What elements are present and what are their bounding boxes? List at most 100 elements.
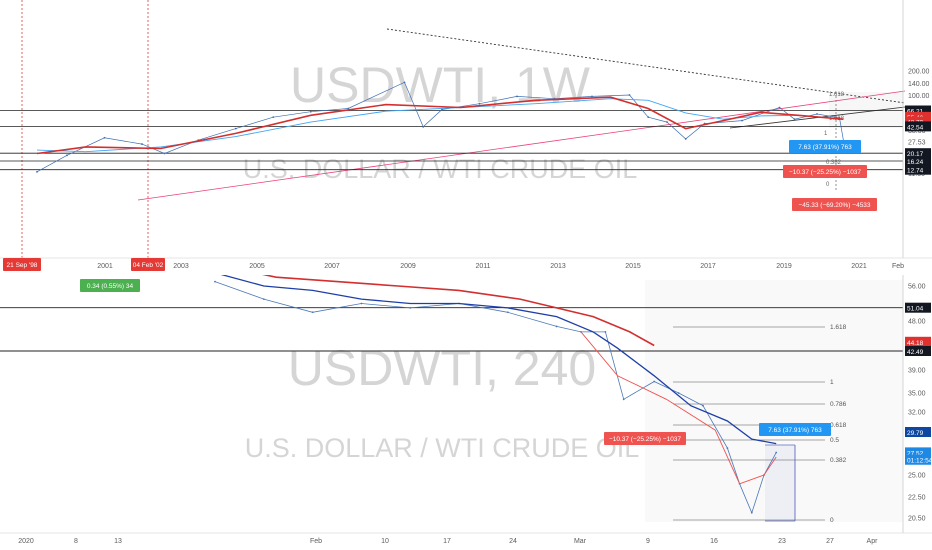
bottom-axis-tick-2: 39.00 [908, 368, 926, 375]
bottom-axis-tick-7: 20.50 [908, 516, 926, 523]
bottom-date-tick-7: Mar [574, 538, 587, 545]
top-point-11 [422, 125, 425, 128]
top-axis-tick-4: 38.00 [908, 128, 926, 135]
bottom-point-13 [702, 404, 704, 407]
bottom-date-tick-1: 8 [74, 538, 78, 545]
top-point-10 [403, 81, 406, 84]
bottom-point-0 [214, 280, 216, 283]
bottom-date-tick-12: Apr [867, 538, 879, 545]
top-point-16 [591, 95, 593, 98]
bottom-fib-label-0: 1.618 [830, 324, 847, 331]
date-marker-1: 04 Feb '02 [133, 262, 164, 269]
bottom-date-tick-8: 9 [646, 538, 650, 545]
top-point-2 [103, 136, 106, 139]
bottom-point-14 [726, 447, 729, 449]
bottom-date-tick-3: Feb [310, 538, 322, 545]
top-point-7 [272, 116, 275, 119]
bottom-price-tag-0: 51.04 [907, 306, 924, 313]
bottom-point-4 [409, 306, 412, 309]
top-point-4 [163, 152, 166, 155]
top-annotation-0-bg [789, 140, 861, 153]
top-price-tag-6-bg [905, 164, 931, 175]
top-point-14 [516, 95, 518, 98]
top-price-tag-6: 12.74 [907, 168, 924, 175]
bottom-point-10 [622, 398, 625, 401]
bottom-date-tick-10: 23 [778, 538, 786, 545]
bottom-point-1 [262, 298, 265, 301]
ascending-trendline [137, 90, 906, 201]
bottom-fib-label-3: 0.618 [830, 422, 847, 429]
top-date-tick-7: 2015 [625, 263, 641, 270]
top-date-tick-1: 2003 [173, 263, 189, 270]
top-point-25 [816, 113, 818, 115]
bottom-fib-label-4: 0.5 [830, 437, 839, 444]
bottom-price-tag-5-bg [905, 454, 931, 465]
bottom-price-tag-2-bg [905, 345, 931, 356]
top-axis-tick-2: 100.00 [908, 93, 930, 100]
bottom-date-tick-2: 13 [114, 538, 122, 545]
bottom-date-tick-0: 2020 [18, 538, 34, 545]
bottom-point-12 [677, 392, 680, 394]
bottom-point-6 [506, 311, 509, 314]
top-axis-tick-5: 27.53 [908, 140, 926, 147]
bottom-date-tick-11: 27 [826, 538, 834, 545]
bottom-point-9 [604, 330, 607, 333]
bottom-watermark-name: U.S. DOLLAR / WTI CRUDE OIL [245, 433, 640, 463]
bottom-date-tick-9: 16 [710, 538, 718, 545]
intraday-chart-panel[interactable]: USDWTI, 240 U.S. DOLLAR / WTI CRUDE OIL 1.… [0, 275, 932, 550]
top-point-9 [347, 107, 350, 110]
top-date-tick-3: 2007 [324, 263, 340, 270]
bottom-fib-label-6: 0 [830, 517, 834, 524]
top-point-20 [684, 138, 687, 140]
bottom-date-tick-6: 24 [509, 538, 517, 545]
bottom-point-11 [653, 380, 656, 383]
bottom-point-18 [775, 451, 778, 454]
top-point-24 [793, 118, 796, 121]
bottom-annotation-2: 7.63 (37.91%) 763 [768, 427, 822, 434]
bottom-price-tag-3: 29.79 [907, 430, 924, 437]
top-point-17 [628, 94, 631, 96]
top-price-tag-5-bg [905, 155, 931, 166]
top-date-tick-9: 2019 [776, 263, 792, 270]
top-date-tick-11: Feb [892, 263, 904, 270]
top-point-0 [36, 170, 38, 173]
bottom-point-2 [311, 311, 314, 314]
top-point-6 [234, 127, 237, 130]
top-fib-label-0: 1.618 [829, 92, 845, 98]
bottom-fib-label-5: 0.382 [830, 457, 847, 464]
bottom-axis-tick-1: 48.00 [908, 319, 926, 326]
top-annotation-0: 7.63 (37.91%) 763 [798, 144, 852, 151]
bottom-annotation-0-bg [80, 279, 140, 292]
descending-trendline [386, 28, 906, 104]
top-annotation-2: −45.33 (−69.20%) −4533 [798, 202, 870, 209]
top-date-tick-8: 2017 [700, 263, 716, 270]
bottom-price-tag-4-bg [905, 447, 931, 458]
fib-box-top [829, 92, 903, 128]
top-point-19 [666, 121, 668, 123]
top-fib-label-2: 1 [824, 131, 828, 137]
measure-arrow-box [765, 445, 795, 521]
top-price-tag-5: 16.24 [907, 159, 924, 166]
top-date-tick-4: 2009 [400, 263, 416, 270]
bottom-axis-tick-5: 25.00 [908, 473, 926, 480]
bottom-series-1 [220, 275, 777, 445]
bottom-price-tag-3-bg [905, 427, 931, 437]
bottom-axis-tick-0: 56.00 [908, 284, 926, 291]
bottom-annotation-2-bg [759, 423, 831, 436]
bottom-axis-tick-6: 22.50 [908, 495, 926, 502]
bottom-price-tag-5: 01:12:54 [907, 458, 932, 465]
bottom-price-tag-2: 42.49 [907, 349, 924, 356]
weekly-chart-panel[interactable]: USDWTI, 1W U.S. DOLLAR / WTI CRUDE OIL 1.6… [0, 0, 932, 275]
top-date-tick-0: 2001 [97, 263, 113, 270]
top-date-tick-5: 2011 [475, 263, 490, 270]
bottom-price-tag-0-bg [905, 302, 931, 313]
top-price-tag-4-bg [905, 148, 931, 159]
bottom-series-2 [262, 275, 655, 347]
top-price-tag-3-bg [905, 121, 931, 132]
bottom-background [0, 275, 932, 550]
top-axis-tick-1: 140.00 [908, 81, 930, 88]
bottom-axis-tick-4: 32.00 [908, 410, 926, 417]
top-date-tick-2: 2005 [249, 263, 265, 270]
bottom-price-tag-1-bg [905, 336, 931, 347]
